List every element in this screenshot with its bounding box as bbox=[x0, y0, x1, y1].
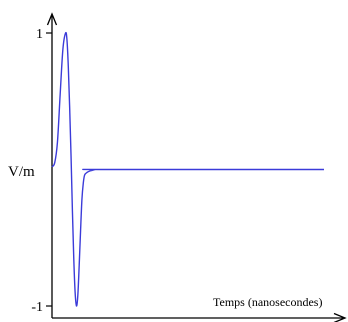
y-tick-label: -1 bbox=[31, 300, 43, 315]
y-axis-label: V/m bbox=[8, 164, 35, 180]
y-ticks: 1 -1 bbox=[31, 27, 52, 315]
y-tick-label: 1 bbox=[36, 27, 43, 42]
series-line bbox=[51, 31, 324, 307]
axes bbox=[46, 12, 347, 322]
x-axis-arrow bbox=[333, 312, 347, 322]
x-axis-label: Temps (nanosecondes) bbox=[213, 295, 322, 309]
y-axis-arrow bbox=[46, 12, 58, 26]
